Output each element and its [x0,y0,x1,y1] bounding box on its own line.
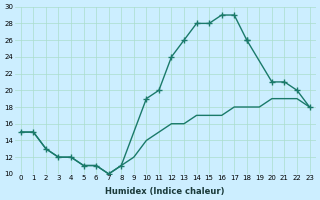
X-axis label: Humidex (Indice chaleur): Humidex (Indice chaleur) [106,187,225,196]
